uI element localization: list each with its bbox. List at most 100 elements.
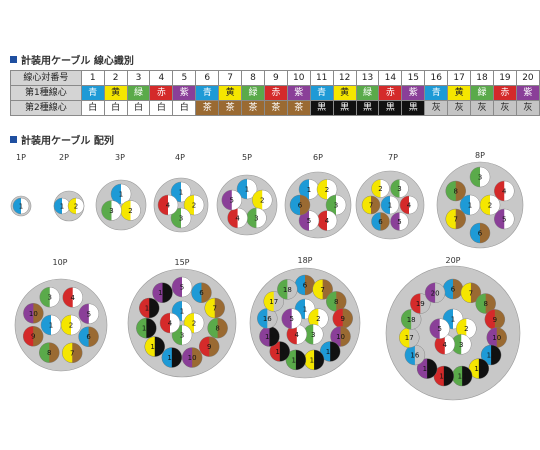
pair-number: 11: [487, 352, 496, 360]
conductor-first-half: [484, 309, 495, 330]
conductor-outline: [171, 276, 193, 298]
pair-number: 8: [215, 325, 219, 333]
conductor-first-half: [456, 318, 467, 339]
table-cell: 青: [80, 85, 105, 101]
conductor-first-half: [434, 334, 445, 355]
conductor-first-half: [136, 318, 147, 339]
conductor-first-half: [330, 326, 341, 347]
pair-number: 2: [488, 202, 492, 210]
pair-number: 1: [60, 203, 64, 211]
cable-label: 8P: [475, 151, 485, 160]
table-cell: 14: [378, 70, 403, 86]
conductor-first-half: [41, 315, 51, 335]
conductor-first-half: [207, 318, 218, 339]
pair-number: 4: [295, 331, 300, 339]
pair-number: 9: [31, 333, 35, 341]
conductor-first-half: [78, 303, 89, 324]
conductor-first-half: [401, 309, 412, 330]
conductor-outline: [170, 207, 192, 229]
pair-number: 2: [69, 322, 73, 330]
pair-number: 8: [483, 300, 487, 308]
cable-label: 5P: [242, 153, 252, 162]
pair-number: 5: [230, 197, 234, 205]
conductor-outline: [204, 297, 225, 319]
pair-number: 17: [269, 298, 278, 306]
conductor-first-half: [371, 212, 381, 231]
conductor-outline: [159, 312, 181, 334]
cable-label: 10P: [52, 258, 67, 267]
conductor-first-half: [451, 334, 462, 355]
table-cell: 15: [401, 70, 426, 86]
conductor-first-half: [144, 336, 155, 357]
table-cell: 紫: [515, 85, 540, 101]
conductor-outline: [445, 180, 466, 202]
conductor-first-half: [399, 327, 410, 348]
cable-label: 4P: [175, 153, 185, 162]
section-title-arrangement: 計装用ケーブル 配列: [10, 132, 114, 147]
table-cell: 茶: [263, 100, 288, 116]
pair-number: 4: [502, 188, 507, 196]
conductor-outline: [281, 308, 302, 329]
table-cell: 灰: [470, 100, 494, 116]
pair-number: 13: [142, 325, 151, 333]
pair-number: 14: [275, 348, 284, 356]
table-cell: 10: [286, 70, 311, 86]
cable-label: 3P: [115, 153, 125, 162]
conductor-outline: [480, 344, 502, 366]
pair-number: 5: [502, 216, 506, 224]
conductor-first-half: [460, 282, 471, 303]
conductor-outline: [416, 358, 438, 379]
conductor-outline: [479, 194, 501, 216]
conductor-outline: [78, 303, 100, 324]
conductor-outline: [161, 347, 183, 368]
pair-number: 4: [443, 341, 448, 349]
conductor-first-half: [460, 195, 470, 215]
conductor-first-half: [252, 190, 263, 211]
pair-number: 2: [378, 185, 382, 193]
table-cell: 5: [172, 70, 197, 86]
conductor-first-half: [470, 167, 480, 187]
pair-number: 8: [334, 298, 338, 306]
pair-number: 6: [298, 202, 303, 210]
pair-number: 5: [397, 218, 401, 226]
conductor-first-half: [54, 198, 62, 214]
conductor-first-half: [443, 279, 453, 299]
conductor-first-half: [139, 298, 150, 319]
table-cell: 8: [241, 70, 265, 86]
pair-number: 5: [289, 315, 293, 323]
pair-number: 4: [407, 202, 412, 210]
conductor-outline: [445, 208, 466, 230]
conductor-outline: [429, 318, 450, 339]
conductor-first-half: [425, 282, 436, 303]
table-cell: 黒: [355, 100, 380, 116]
conductor-first-half: [172, 277, 182, 297]
conductor-first-half: [23, 303, 34, 324]
conductor-outline: [424, 282, 446, 304]
pair-number: 14: [145, 305, 154, 313]
conductor-first-half: [470, 223, 480, 243]
conductor-first-half: [120, 200, 131, 221]
conductor-outline: [361, 195, 381, 215]
conductor-first-half: [390, 212, 400, 231]
pair-number: 11: [326, 348, 335, 356]
pair-number: 10: [188, 354, 197, 362]
table-cell: 白: [80, 100, 105, 116]
conductor-outline: [469, 166, 491, 188]
conductor-first-half: [381, 196, 390, 214]
conductor-outline: [371, 212, 390, 231]
pair-number: 7: [70, 349, 74, 357]
conductor-outline: [62, 287, 83, 308]
pair-number: 1: [180, 308, 184, 316]
conductor-first-half: [326, 291, 337, 312]
conductor-first-half: [39, 287, 50, 308]
conductor-first-half: [494, 181, 505, 201]
pair-number: 4: [325, 217, 330, 225]
conductor-first-half: [221, 190, 232, 211]
conductor-outline: [191, 282, 212, 303]
table-cell: 白: [149, 100, 174, 116]
conductor-first-half: [277, 279, 288, 300]
pair-number: 9: [340, 315, 344, 323]
table-cell: 茶: [241, 100, 265, 116]
conductor-first-half: [158, 195, 168, 215]
pair-number: 20: [431, 289, 440, 297]
